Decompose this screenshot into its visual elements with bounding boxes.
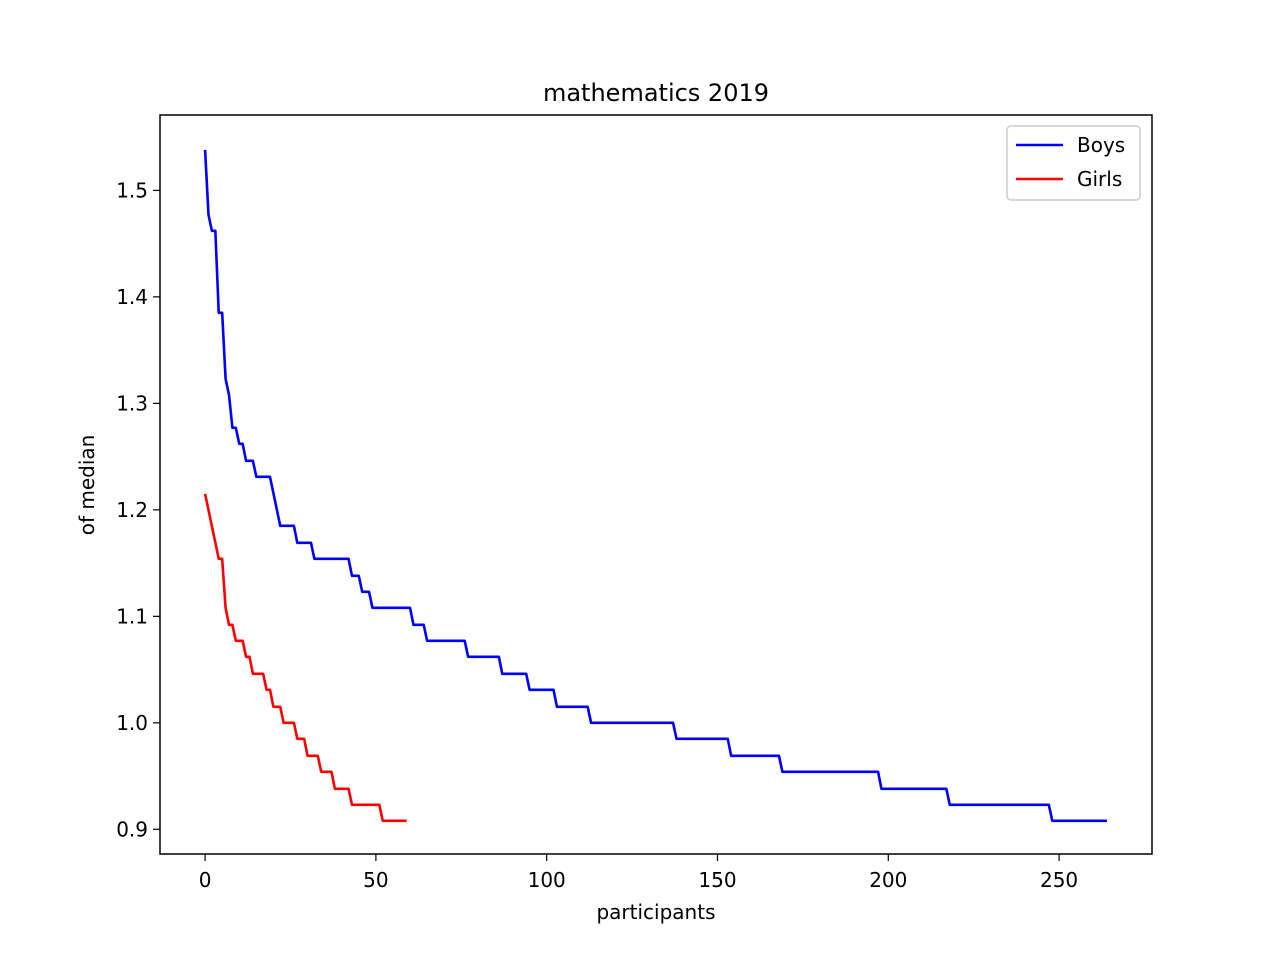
plot-series [203, 149, 1107, 823]
series-line-girls [203, 493, 407, 823]
y-tick-label: 1.2 [116, 498, 148, 522]
plot-area-frame [159, 114, 1153, 855]
y-axis: 0.9 1.0 1.1 1.2 1.3 1.4 1.5 [116, 178, 160, 841]
chart-title: mathematics 2019 [543, 79, 769, 107]
legend-label-boys: Boys [1077, 133, 1125, 157]
series-line-boys [203, 149, 1107, 823]
y-axis-label: of median [75, 435, 99, 536]
y-tick-label: 1.1 [116, 604, 148, 628]
y-tick-label: 1.4 [116, 285, 148, 309]
y-tick-label: 0.9 [116, 817, 148, 841]
x-axis-label: participants [596, 900, 715, 924]
x-tick-label: 250 [1040, 868, 1078, 892]
y-tick-label: 1.0 [116, 711, 148, 735]
legend: Boys Girls [1006, 125, 1141, 201]
x-tick-label: 50 [363, 868, 388, 892]
y-tick-label: 1.3 [116, 391, 148, 415]
x-tick-label: 0 [199, 868, 212, 892]
x-axis: 0 50 100 150 200 250 [199, 854, 1078, 892]
legend-label-girls: Girls [1077, 167, 1122, 191]
x-tick-label: 200 [869, 868, 907, 892]
y-tick-label: 1.5 [116, 178, 148, 202]
x-tick-label: 150 [698, 868, 736, 892]
x-tick-label: 100 [528, 868, 566, 892]
